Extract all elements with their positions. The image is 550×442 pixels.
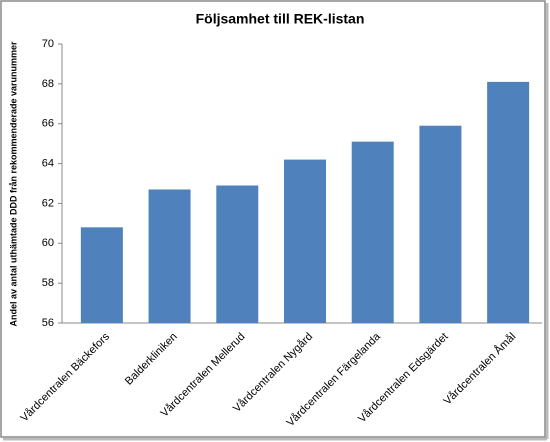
bar [284, 159, 326, 323]
bar [148, 189, 191, 323]
y-tick-label: 60 [42, 237, 54, 249]
bar [419, 125, 462, 323]
y-tick-label: 66 [42, 118, 54, 130]
chart-title: Följsamhet till REK-listan [196, 11, 365, 27]
y-tick-label: 70 [42, 38, 54, 50]
y-axis-title: Andel av antal uthämtade DDD från rekomm… [8, 41, 18, 327]
y-tick-label: 64 [42, 157, 54, 169]
y-tick-label: 62 [42, 197, 54, 209]
bar [487, 81, 530, 323]
bar [80, 227, 123, 323]
y-tick-label: 56 [42, 317, 54, 329]
y-tick-label: 58 [42, 277, 54, 289]
bar [216, 185, 259, 323]
y-tick-label: 68 [42, 78, 54, 90]
bar [351, 141, 394, 323]
